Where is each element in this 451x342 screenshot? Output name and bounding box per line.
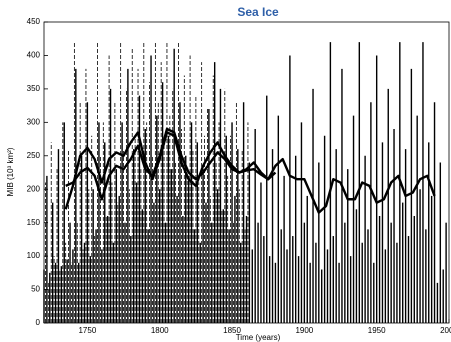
smoothed-line bbox=[64, 131, 436, 214]
y-tick-label: 450 bbox=[27, 17, 41, 26]
y-tick-label: 250 bbox=[27, 151, 41, 160]
x-tick-label: 2000 bbox=[440, 326, 451, 335]
y-tick-label: 400 bbox=[27, 51, 41, 60]
y-tick-label: 350 bbox=[27, 84, 41, 93]
y-tick-label: 50 bbox=[31, 285, 40, 294]
chart-title: Sea Ice bbox=[237, 5, 279, 19]
smoothed-line bbox=[65, 127, 277, 201]
x-axis-label: Time (years) bbox=[236, 333, 281, 342]
x-tick-label: 1800 bbox=[151, 326, 169, 335]
x-tick-label: 1850 bbox=[223, 326, 241, 335]
x-tick-label: 1900 bbox=[295, 326, 313, 335]
y-tick-label: 200 bbox=[27, 184, 41, 193]
y-tick-label: 300 bbox=[27, 117, 41, 126]
y-tick-label: 0 bbox=[36, 318, 41, 327]
x-tick-label: 1750 bbox=[78, 326, 96, 335]
y-axis-label: MIB (10³ km²) bbox=[6, 147, 15, 196]
y-tick-label: 150 bbox=[27, 218, 41, 227]
x-tick-label: 1950 bbox=[368, 326, 386, 335]
y-tick-label: 100 bbox=[27, 251, 41, 260]
